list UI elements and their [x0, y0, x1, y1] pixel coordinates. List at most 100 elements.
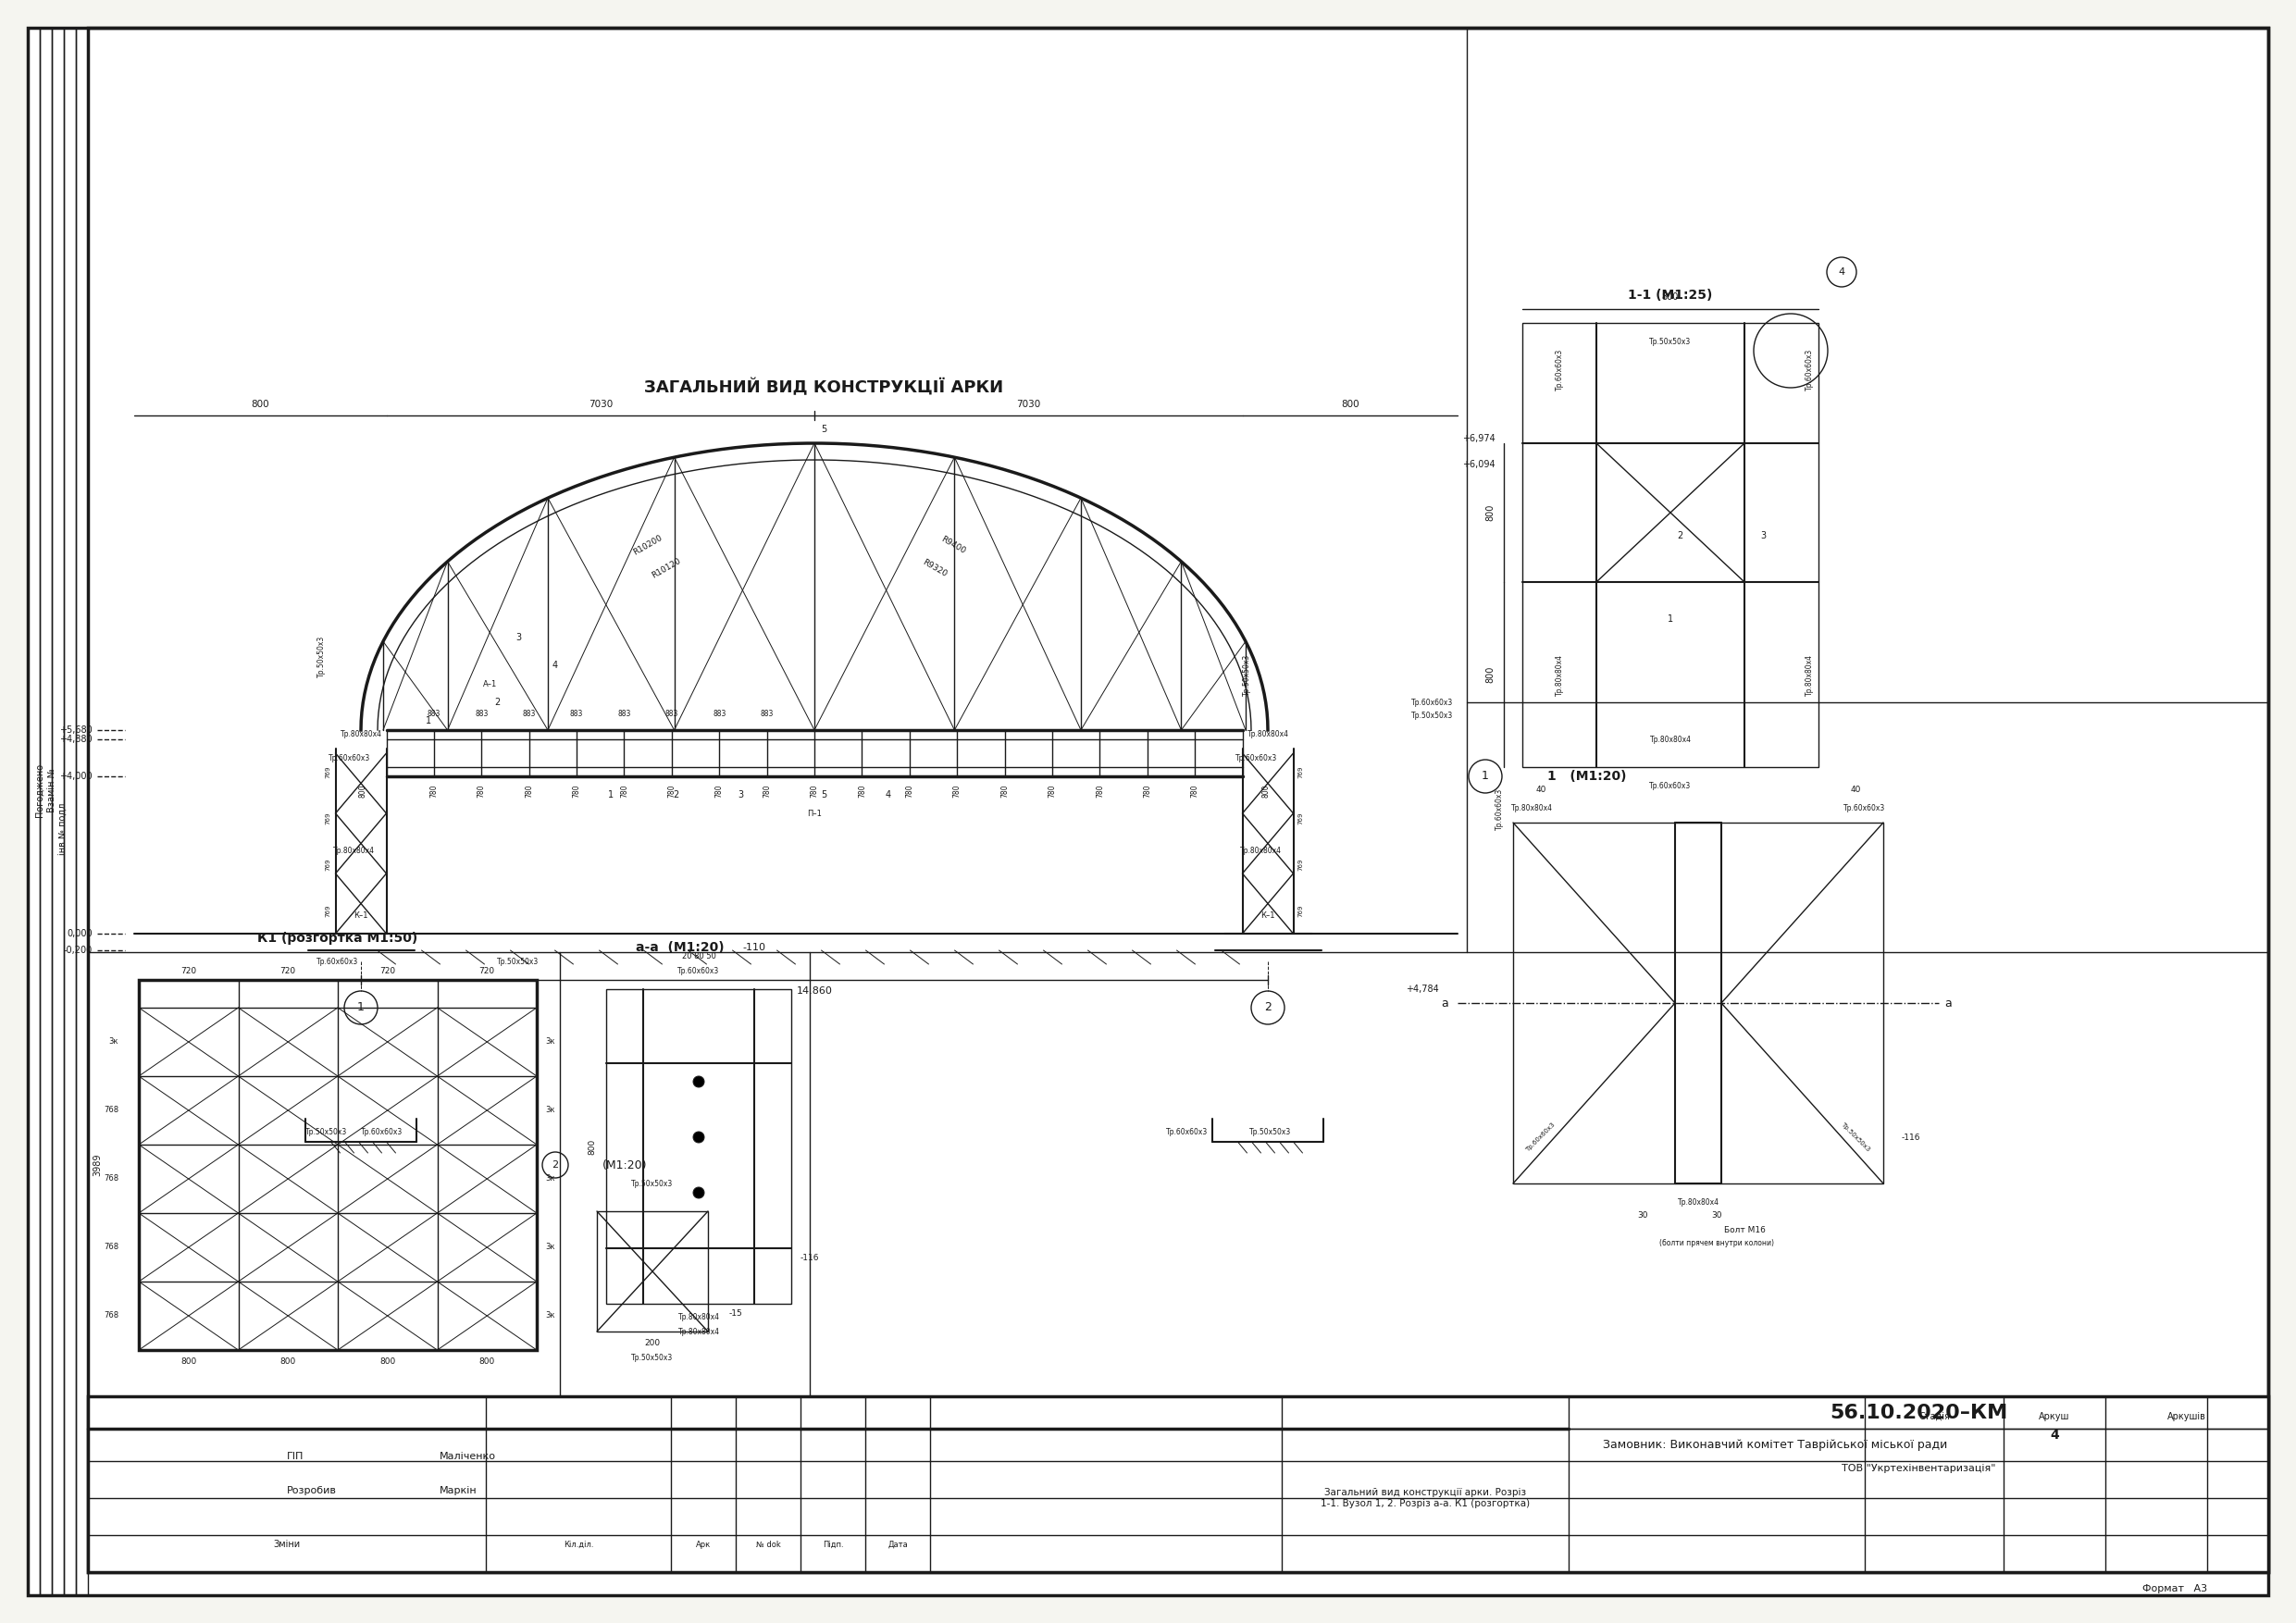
Bar [1522, 323, 1818, 768]
Bar [53, 28, 64, 1595]
Text: Тр.80х80х4: Тр.80х80х4 [1649, 735, 1692, 743]
Text: Тр.60х60х3: Тр.60х60х3 [1412, 698, 1453, 706]
Text: 7030: 7030 [588, 399, 613, 409]
Text: Болт М16: Болт М16 [1724, 1225, 1766, 1233]
Text: Тр.60х60х3: Тр.60х60х3 [360, 1128, 402, 1136]
Text: 769: 769 [326, 812, 331, 824]
Text: Тр.80х80х4: Тр.80х80х4 [1511, 805, 1552, 813]
Text: 800: 800 [588, 1138, 597, 1154]
Text: Тр.60х60х3: Тр.60х60х3 [317, 958, 358, 966]
Text: 720: 720 [280, 966, 296, 975]
Text: 1: 1 [1481, 771, 1490, 782]
Text: Тр.60х60х3: Тр.60х60х3 [1495, 787, 1504, 829]
Circle shape [693, 1076, 705, 1087]
Text: Загальний вид конструкції арки. Розріз
1-1. Вузол 1, 2. Розріз а-а. К1 (розгортк: Загальний вид конструкції арки. Розріз 1… [1320, 1488, 1529, 1508]
Text: 2: 2 [1265, 1001, 1272, 1014]
Text: 4: 4 [553, 661, 558, 670]
Text: 883: 883 [427, 709, 441, 717]
Text: 800: 800 [1486, 505, 1495, 521]
Text: -0,200: -0,200 [64, 946, 92, 954]
Text: Аркуш: Аркуш [2039, 1412, 2071, 1422]
Text: Аркушів: Аркушів [2167, 1412, 2206, 1422]
Text: 883: 883 [569, 709, 583, 717]
Text: 780: 780 [905, 784, 914, 797]
Text: Замовник: Виконавчий комітет Таврійської міської ради: Замовник: Виконавчий комітет Таврійської… [1603, 1438, 1947, 1451]
Text: 3к: 3к [546, 1107, 556, 1115]
Bar [1513, 823, 1883, 1183]
Text: 780: 780 [526, 784, 533, 797]
Text: 780: 780 [1143, 784, 1153, 797]
Text: Тр.50х50х3: Тр.50х50х3 [1649, 338, 1692, 346]
Bar [606, 988, 792, 1303]
Text: -15: -15 [728, 1308, 742, 1318]
Text: 30: 30 [1711, 1212, 1722, 1220]
Text: 883: 883 [618, 709, 631, 717]
Text: 780: 780 [762, 784, 771, 797]
Text: 883: 883 [475, 709, 489, 717]
Text: а: а [1442, 997, 1449, 1010]
Text: 800: 800 [280, 1357, 296, 1365]
Text: 768: 768 [103, 1311, 119, 1319]
Text: 56.10.2020–КМ: 56.10.2020–КМ [1830, 1404, 2007, 1422]
Text: 40: 40 [1536, 786, 1545, 794]
Text: ГІП: ГІП [287, 1453, 303, 1461]
Text: 3: 3 [514, 633, 521, 643]
Text: 4: 4 [886, 790, 891, 800]
Text: Тр.80х80х4: Тр.80х80х4 [1554, 654, 1564, 695]
Text: Тр.80х80х4: Тр.80х80х4 [340, 730, 381, 738]
Text: 769: 769 [1297, 859, 1304, 870]
Text: Тр.50х50х3: Тр.50х50х3 [631, 1354, 673, 1362]
Bar [138, 980, 537, 1350]
Text: -116: -116 [1901, 1133, 1919, 1141]
Text: 768: 768 [103, 1243, 119, 1251]
Text: +6,094: +6,094 [1463, 459, 1495, 469]
Circle shape [693, 1131, 705, 1143]
Text: 780: 780 [1001, 784, 1008, 797]
Text: Тр.80х80х4: Тр.80х80х4 [1240, 846, 1281, 855]
Text: 769: 769 [326, 904, 331, 917]
Text: 780: 780 [1095, 784, 1104, 797]
Text: 1   (М1:20): 1 (М1:20) [1548, 769, 1626, 782]
Text: Тр.50х50х3: Тр.50х50х3 [1242, 654, 1251, 696]
Text: К–1: К–1 [354, 911, 367, 919]
Text: 3к: 3к [546, 1311, 556, 1319]
Text: Тр.60х60х3: Тр.60х60х3 [1649, 781, 1692, 790]
Text: 780: 780 [429, 784, 439, 797]
Text: 800: 800 [250, 399, 269, 409]
Text: 883: 883 [760, 709, 774, 717]
Text: R9400: R9400 [939, 534, 967, 555]
Bar [64, 28, 76, 1595]
Bar [76, 28, 87, 1595]
Text: R9320: R9320 [921, 558, 948, 578]
Text: 5: 5 [820, 425, 827, 433]
Bar [28, 28, 39, 1595]
Text: 4: 4 [1839, 268, 1846, 276]
Circle shape [693, 1186, 705, 1198]
Text: Арк: Арк [696, 1540, 712, 1548]
Text: Взамін №: Взамін № [48, 768, 57, 812]
Text: 800: 800 [1341, 399, 1359, 409]
Text: 1-1 (М1:25): 1-1 (М1:25) [1628, 289, 1713, 302]
Text: 3к: 3к [546, 1175, 556, 1183]
Text: 5: 5 [820, 790, 827, 800]
Text: 30: 30 [1637, 1212, 1649, 1220]
Text: 2: 2 [494, 698, 501, 708]
Text: 3: 3 [737, 790, 744, 800]
Text: Зміни: Зміни [273, 1540, 301, 1548]
Text: 780: 780 [1192, 784, 1199, 797]
Text: -116: -116 [801, 1253, 820, 1261]
Text: +4,000: +4,000 [60, 771, 92, 781]
Text: 769: 769 [1297, 766, 1304, 777]
Text: Тр.60х60х3: Тр.60х60х3 [1805, 349, 1814, 390]
Bar [597, 1211, 707, 1331]
Text: 2: 2 [551, 1160, 558, 1170]
Text: Тр.60х60х3: Тр.60х60х3 [1525, 1121, 1557, 1152]
Text: Тр.80х80х4: Тр.80х80х4 [1805, 654, 1814, 695]
Text: 2: 2 [1676, 531, 1683, 540]
Text: Тр.50х50х3: Тр.50х50х3 [305, 1128, 347, 1136]
Text: 883: 883 [523, 709, 535, 717]
Text: Тр.60х60х3: Тр.60х60х3 [1166, 1128, 1208, 1136]
Text: а-а  (М1:20): а-а (М1:20) [636, 941, 726, 954]
Text: 7030: 7030 [1017, 399, 1040, 409]
Text: 800: 800 [480, 1357, 496, 1365]
